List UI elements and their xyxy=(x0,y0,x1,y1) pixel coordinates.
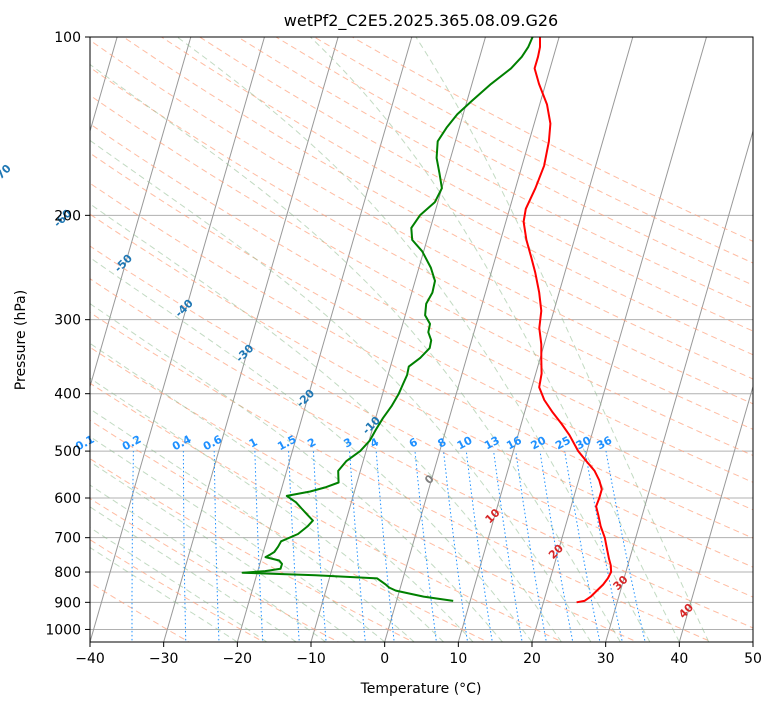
y-tick-label: 100 xyxy=(54,30,81,46)
isotherm-line xyxy=(384,37,560,642)
x-tick-label: 20 xyxy=(523,651,541,667)
dry-adiabat-line xyxy=(90,182,753,539)
mixing-ratio-line xyxy=(605,451,646,642)
dry-adiabat-line xyxy=(90,245,753,598)
isotherm-line xyxy=(236,37,413,642)
x-axis-label: Temperature (°C) xyxy=(360,681,482,697)
dry-adiabat-line xyxy=(90,278,753,629)
mixing-ratio-line xyxy=(515,451,547,642)
isotherm-line xyxy=(310,37,486,642)
moist-adiabat-line xyxy=(90,377,444,642)
mixing-ratio-line xyxy=(584,451,623,642)
mixing-ratio-label: 25 xyxy=(553,434,573,453)
mixing-ratio-label: 30 xyxy=(574,434,594,453)
dry-adiabat-line xyxy=(90,39,753,405)
x-tick-label: −30 xyxy=(149,651,179,667)
mixing-ratio-line xyxy=(493,451,523,642)
y-tick-label: 1000 xyxy=(45,622,81,638)
x-tick-label: −20 xyxy=(223,651,253,667)
isotherm-line xyxy=(163,37,339,642)
isotherm-line xyxy=(605,129,753,642)
dry-adiabat-line xyxy=(90,213,753,568)
dry-adiabat-line xyxy=(90,539,265,642)
y-axis-ticks: 100 200 300 400 500 600 700 800 900 1000 xyxy=(45,30,90,638)
profile-series xyxy=(241,37,613,604)
isotherm-line xyxy=(90,37,192,389)
mixing-ratio-label: 20 xyxy=(529,434,549,453)
y-tick-label: 600 xyxy=(54,491,81,507)
x-tick-label: −40 xyxy=(75,651,105,667)
x-axis-ticks: −40 −30 −20 −10 0 10 20 30 40 50 xyxy=(75,642,762,667)
isotherm-line xyxy=(531,37,707,642)
dry-adiabat-line xyxy=(161,37,753,356)
y-tick-label: 200 xyxy=(54,208,81,224)
mixing-ratio-label: 10 xyxy=(455,434,475,453)
moist-adiabat-line xyxy=(90,63,621,642)
moist-adiabat-line xyxy=(90,342,474,642)
dry-adiabat-line xyxy=(90,581,190,642)
moist-adiabat-line xyxy=(90,203,562,642)
dry-adiabat-line xyxy=(90,66,753,430)
temperature-profile-line xyxy=(522,37,613,604)
x-tick-label: 0 xyxy=(380,651,389,667)
moist-adiabat-line xyxy=(90,506,297,642)
x-tick-label: 50 xyxy=(744,651,762,667)
dry-adiabat-line xyxy=(199,37,753,332)
moist-adiabat-line xyxy=(415,37,710,642)
x-tick-label: 10 xyxy=(449,651,467,667)
isotherm-line xyxy=(90,37,265,642)
y-tick-label: 300 xyxy=(54,313,81,329)
y-tick-label: 700 xyxy=(54,531,81,547)
x-tick-label: 30 xyxy=(597,651,615,667)
y-tick-label: 400 xyxy=(54,387,81,403)
moist-adiabat-line xyxy=(90,408,415,642)
moist-adiabat-line xyxy=(90,461,356,642)
dry-adiabat-line xyxy=(275,37,753,286)
dry-adiabat-line xyxy=(90,346,639,642)
mixing-ratio-line xyxy=(539,451,574,642)
y-tick-label: 800 xyxy=(54,565,81,581)
y-axis-label: Pressure (hPa) xyxy=(13,290,29,390)
moist-adiabat-line xyxy=(90,303,503,642)
mixing-ratio-line xyxy=(182,451,187,642)
mixing-ratio-line xyxy=(213,451,220,642)
moist-adiabat-line xyxy=(90,484,326,642)
dry-adiabat-line xyxy=(90,152,753,511)
background-lines xyxy=(90,37,753,642)
x-tick-label: 40 xyxy=(670,651,688,667)
moist-adiabat-line xyxy=(310,37,680,642)
plot-frame xyxy=(89,36,754,643)
dry-adiabat-line xyxy=(90,311,713,642)
isotherm-line xyxy=(678,384,753,642)
x-tick-label: −10 xyxy=(296,651,326,667)
mixing-ratio-line xyxy=(254,451,264,642)
dewpoint-profile-line xyxy=(241,37,534,602)
dry-adiabat-line xyxy=(90,382,564,642)
mixing-ratio-label: 13 xyxy=(482,434,502,453)
mixing-ratio-line xyxy=(564,451,601,642)
mixing-ratio-line xyxy=(131,451,134,642)
mixing-ratio-label: 36 xyxy=(595,434,615,453)
chart-title: wetPf2_C2E5.2025.365.08.09.G26 xyxy=(284,11,558,31)
mixing-ratio-label: 16 xyxy=(504,434,524,453)
y-tick-label: 500 xyxy=(54,444,81,460)
dry-adiabat-line xyxy=(90,458,415,642)
dry-adiabat-line xyxy=(90,419,489,642)
y-tick-label: 900 xyxy=(54,595,81,611)
moist-adiabat-line xyxy=(90,257,533,642)
